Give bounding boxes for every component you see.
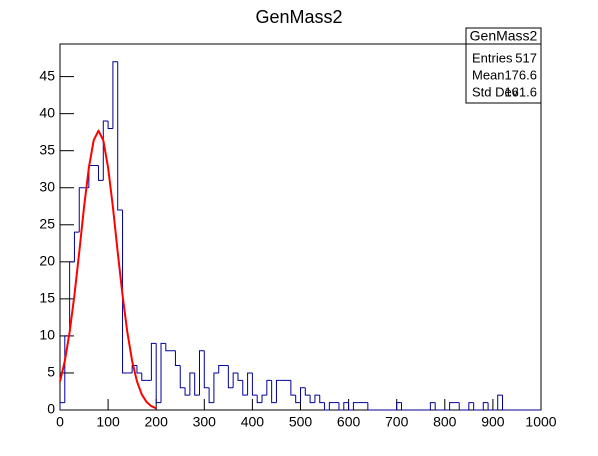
y-tick-label: 20: [39, 253, 55, 269]
histogram-bin: [69, 261, 75, 336]
histogram-bin: [78, 187, 85, 233]
histogram-bin: [97, 165, 104, 181]
histogram-bin: [155, 343, 162, 404]
histogram-bin: [348, 402, 354, 411]
x-tick-label: 100: [96, 414, 120, 430]
histogram-bin: [401, 402, 407, 411]
histogram-bin: [256, 395, 263, 404]
histogram-bin: [251, 372, 258, 396]
histogram-bin: [352, 402, 359, 410]
histogram-bin: [266, 379, 272, 396]
histogram-bin: [290, 380, 296, 396]
histogram-bin: [487, 402, 493, 411]
histogram-bin: [324, 402, 330, 411]
histogram-bin: [136, 365, 142, 374]
stats-value: 517: [515, 50, 537, 65]
x-tick-label: 0: [56, 414, 64, 430]
histogram-bin: [275, 379, 282, 403]
y-tick-label: 10: [39, 327, 55, 343]
chart-title: GenMass2: [255, 7, 342, 27]
stats-label: Mean: [472, 67, 505, 82]
histogram-bin: [112, 61, 118, 129]
histogram-bin: [218, 365, 224, 373]
stats-value: 176.6: [504, 67, 537, 82]
x-tick-label: 700: [385, 414, 409, 430]
histogram-bin: [107, 121, 113, 129]
x-tick-label: 600: [337, 414, 361, 430]
histogram-bin: [434, 402, 440, 411]
histogram-bin: [198, 350, 205, 396]
histogram-bin: [328, 402, 335, 410]
y-tick-label: 40: [39, 104, 55, 120]
stats-title: GenMass2: [470, 28, 538, 44]
histogram-bin: [203, 350, 210, 389]
histogram-bin: [59, 402, 65, 410]
x-tick-label: 500: [289, 414, 313, 430]
x-tick-label: 400: [241, 414, 265, 430]
x-tick-label: 800: [433, 414, 457, 430]
histogram-bin: [502, 395, 508, 411]
histogram-bin: [208, 387, 214, 404]
histogram-bin: [131, 365, 137, 373]
histogram-bin: [314, 394, 320, 403]
histogram-bin: [304, 387, 311, 396]
histogram-bin: [449, 402, 455, 410]
histogram-bin: [102, 120, 109, 181]
histogram-bin: [232, 372, 238, 388]
histogram-bin: [295, 395, 301, 404]
histogram-bin: [497, 394, 503, 410]
histogram-bin: [189, 372, 195, 396]
histogram-bin: [150, 342, 157, 381]
y-tick-label: 25: [39, 215, 55, 231]
stats-box: [465, 27, 542, 104]
x-tick-label: 1000: [525, 414, 556, 430]
x-tick-label: 200: [145, 414, 169, 430]
histogram-bin: [174, 350, 181, 367]
y-tick-label: 0: [47, 401, 55, 417]
x-tick-label: 900: [481, 414, 505, 430]
histogram-bin: [213, 372, 219, 403]
histogram-bin: [227, 365, 234, 389]
histogram-bin: [309, 395, 315, 404]
fit-curve: [59, 129, 157, 410]
histogram-bin: [117, 61, 123, 211]
histogram-bin: [141, 372, 147, 381]
histogram-bin: [237, 372, 243, 381]
histogram-bin: [271, 380, 277, 404]
stats-label: Std Dev: [472, 84, 519, 99]
histogram-bin: [458, 402, 465, 411]
histogram-bin: [261, 394, 267, 403]
histogram-bin: [73, 231, 80, 262]
x-tick-label: 300: [193, 414, 217, 430]
histogram-bin: [367, 402, 373, 411]
stats-value: 161.6: [504, 84, 537, 99]
histogram-bin: [396, 402, 402, 410]
histogram-bin: [482, 402, 489, 410]
histogram-bin: [247, 372, 253, 396]
histogram-bin: [468, 402, 474, 410]
histogram-bin: [343, 402, 349, 410]
histogram-bin: [184, 387, 190, 396]
histogram-bin: [319, 395, 325, 404]
histogram-bin: [338, 402, 344, 411]
histogram-bin: [242, 380, 248, 396]
histogram-bin: [179, 365, 186, 389]
histogram-bin: [122, 209, 128, 374]
histogram-bin: [429, 402, 436, 410]
y-tick-label: 15: [39, 290, 55, 306]
histogram-bin: [300, 387, 306, 403]
y-tick-label: 5: [47, 364, 55, 380]
histogram-bin: [160, 342, 166, 403]
y-tick-label: 45: [39, 67, 55, 83]
histogram-bin: [165, 343, 171, 352]
histogram-bin: [194, 372, 200, 396]
y-tick-label: 30: [39, 178, 55, 194]
histogram-bin: [473, 402, 479, 411]
stats-label: Entries: [472, 50, 513, 65]
y-tick-label: 35: [39, 141, 55, 157]
